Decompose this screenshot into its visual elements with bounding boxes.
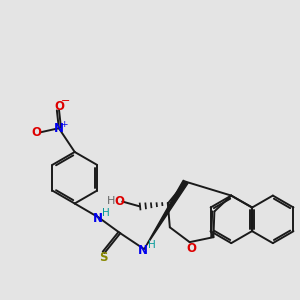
Text: S: S	[99, 251, 108, 265]
Text: N: N	[138, 244, 148, 256]
Text: H: H	[107, 196, 116, 206]
Text: O: O	[114, 195, 124, 208]
Text: N: N	[92, 212, 103, 225]
Text: H: H	[101, 208, 109, 218]
Text: −: −	[61, 97, 70, 106]
Text: N: N	[54, 122, 64, 135]
Text: H: H	[148, 240, 156, 250]
Polygon shape	[144, 180, 188, 249]
Text: O: O	[31, 126, 41, 139]
Text: +: +	[61, 120, 68, 129]
Text: O: O	[55, 100, 65, 113]
Text: O: O	[187, 242, 196, 255]
